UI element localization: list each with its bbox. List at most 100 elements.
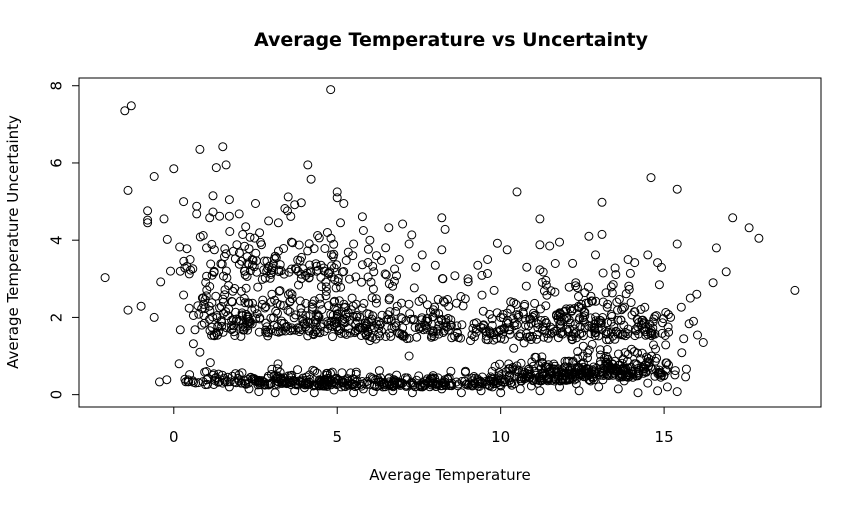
data-point [634, 369, 644, 379]
data-point [329, 239, 339, 249]
data-point [285, 307, 295, 317]
data-point [224, 211, 234, 221]
data-point [341, 256, 351, 265]
data-point [537, 352, 547, 362]
data-point [642, 358, 652, 368]
data-point [149, 312, 159, 322]
data-point [352, 312, 362, 322]
data-point [329, 263, 339, 273]
data-point [341, 329, 351, 339]
data-point [658, 318, 667, 328]
data-point [636, 354, 646, 364]
data-point [415, 382, 425, 392]
data-point [386, 331, 396, 341]
data-point [617, 330, 627, 340]
data-point [641, 330, 651, 340]
plot-area-frame [78, 77, 822, 408]
data-point [679, 334, 689, 344]
data-point [606, 327, 616, 337]
data-point [280, 204, 290, 213]
data-point [581, 298, 591, 308]
data-point [220, 244, 230, 254]
data-point [175, 325, 185, 335]
data-point [598, 363, 608, 373]
data-point [366, 277, 376, 287]
data-point [487, 314, 497, 324]
data-point [376, 326, 386, 336]
data-point [265, 273, 275, 283]
data-point [255, 377, 265, 387]
data-point [179, 197, 189, 207]
data-point [195, 347, 205, 357]
data-point [661, 340, 671, 350]
data-point [320, 244, 330, 253]
data-point [340, 318, 350, 328]
data-point [351, 272, 361, 282]
data-point [273, 218, 283, 228]
data-point [290, 325, 300, 335]
data-point [586, 313, 596, 323]
data-point [175, 242, 185, 252]
data-point [527, 357, 537, 367]
data-point [336, 218, 345, 228]
data-point [211, 328, 221, 338]
data-point [270, 388, 280, 398]
data-point [283, 206, 292, 216]
data-point [545, 241, 555, 251]
data-point [303, 160, 313, 170]
data-point [594, 382, 604, 392]
data-point [607, 311, 617, 321]
data-point [264, 216, 274, 226]
data-point [626, 362, 636, 372]
data-point [463, 274, 473, 284]
data-point [627, 344, 636, 354]
data-point [336, 282, 346, 292]
data-point [573, 353, 583, 363]
data-point [672, 387, 682, 397]
data-point [202, 271, 212, 281]
data-point [603, 299, 613, 309]
data-point [569, 304, 579, 314]
data-point [339, 381, 349, 391]
data-point [316, 272, 326, 282]
data-point [309, 244, 319, 254]
data-point [311, 310, 321, 320]
data-point [360, 321, 370, 331]
data-point [345, 274, 354, 284]
data-point [252, 267, 262, 277]
data-point [536, 373, 546, 383]
data-point [591, 250, 600, 260]
data-point [367, 314, 377, 324]
data-point [744, 223, 754, 233]
data-point [298, 314, 308, 324]
data-point [711, 243, 721, 253]
data-point [528, 331, 538, 341]
data-point [192, 209, 202, 219]
data-point [372, 251, 381, 261]
data-point [195, 144, 205, 154]
data-point [195, 232, 205, 242]
data-point [332, 193, 342, 203]
data-point [180, 374, 190, 384]
data-point [580, 288, 590, 298]
data-point [422, 324, 432, 334]
data-point [279, 301, 289, 311]
data-point [352, 381, 362, 391]
data-point [640, 327, 650, 337]
data-point [607, 359, 617, 369]
data-point [123, 185, 133, 195]
data-point [380, 269, 390, 279]
data-point [480, 326, 490, 336]
data-point [537, 277, 547, 287]
data-point [524, 371, 533, 381]
data-point [618, 303, 628, 313]
data-point [322, 228, 332, 237]
data-point [461, 366, 470, 376]
data-point [334, 376, 343, 386]
data-point [681, 372, 691, 382]
data-point [100, 273, 110, 283]
y-axis: 0 2 4 6 8 [48, 81, 80, 399]
data-point [521, 281, 531, 291]
data-point [294, 240, 304, 250]
data-point [286, 371, 296, 381]
